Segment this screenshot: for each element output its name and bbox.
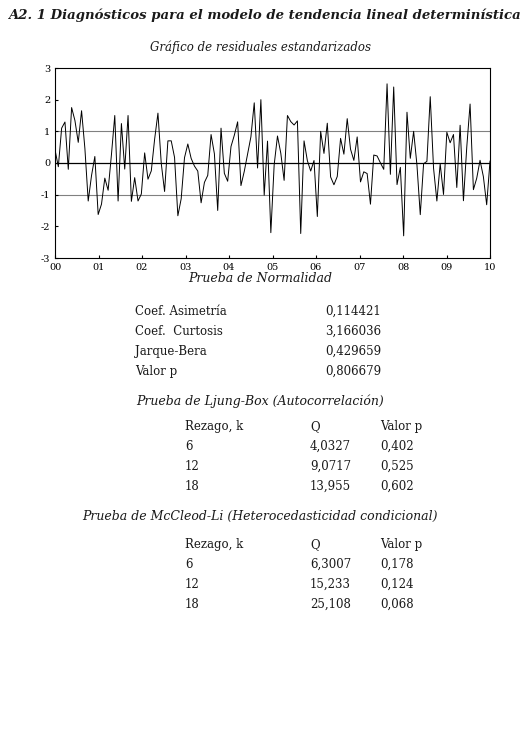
Text: 0,429659: 0,429659 [325, 345, 381, 358]
Text: 0,124: 0,124 [380, 578, 413, 591]
Text: 13,955: 13,955 [310, 480, 351, 493]
Text: Q: Q [310, 538, 320, 551]
Text: Valor p: Valor p [380, 538, 422, 551]
Text: Rezago, k: Rezago, k [185, 420, 243, 433]
Text: 0,402: 0,402 [380, 440, 413, 453]
Text: 6: 6 [185, 558, 192, 571]
Text: 0,602: 0,602 [380, 480, 413, 493]
Text: 6: 6 [185, 440, 192, 453]
Text: Jarque-Bera: Jarque-Bera [135, 345, 207, 358]
Text: Prueba de Ljung-Box (Autocorrelación): Prueba de Ljung-Box (Autocorrelación) [136, 395, 384, 409]
Text: Valor p: Valor p [135, 365, 177, 378]
Text: Rezago, k: Rezago, k [185, 538, 243, 551]
Text: 15,233: 15,233 [310, 578, 351, 591]
Text: 18: 18 [185, 480, 200, 493]
Text: 18: 18 [185, 598, 200, 611]
Text: 12: 12 [185, 460, 200, 473]
Text: 4,0327: 4,0327 [310, 440, 351, 453]
Text: 0,114421: 0,114421 [325, 305, 381, 318]
Text: 0,806679: 0,806679 [325, 365, 381, 378]
Text: 0,178: 0,178 [380, 558, 413, 571]
Text: A2. 1 Diagnósticos para el modelo de tendencia lineal determinística: A2. 1 Diagnósticos para el modelo de ten… [8, 8, 520, 22]
Text: 0,068: 0,068 [380, 598, 413, 611]
Text: 12: 12 [185, 578, 200, 591]
Text: Coef. Asimetría: Coef. Asimetría [135, 305, 227, 318]
Text: 9,0717: 9,0717 [310, 460, 351, 473]
Text: Gráfico de residuales estandarizados: Gráfico de residuales estandarizados [150, 40, 370, 53]
Text: Coef.  Curtosis: Coef. Curtosis [135, 325, 223, 338]
Text: 3,166036: 3,166036 [325, 325, 381, 338]
Text: 0,525: 0,525 [380, 460, 413, 473]
Text: Prueba de McCleod-Li (Heterocedasticidad condicional): Prueba de McCleod-Li (Heterocedasticidad… [82, 510, 438, 523]
Text: 6,3007: 6,3007 [310, 558, 351, 571]
Text: 25,108: 25,108 [310, 598, 351, 611]
Text: Prueba de Normalidad: Prueba de Normalidad [188, 272, 332, 285]
Text: Q: Q [310, 420, 320, 433]
Text: Valor p: Valor p [380, 420, 422, 433]
